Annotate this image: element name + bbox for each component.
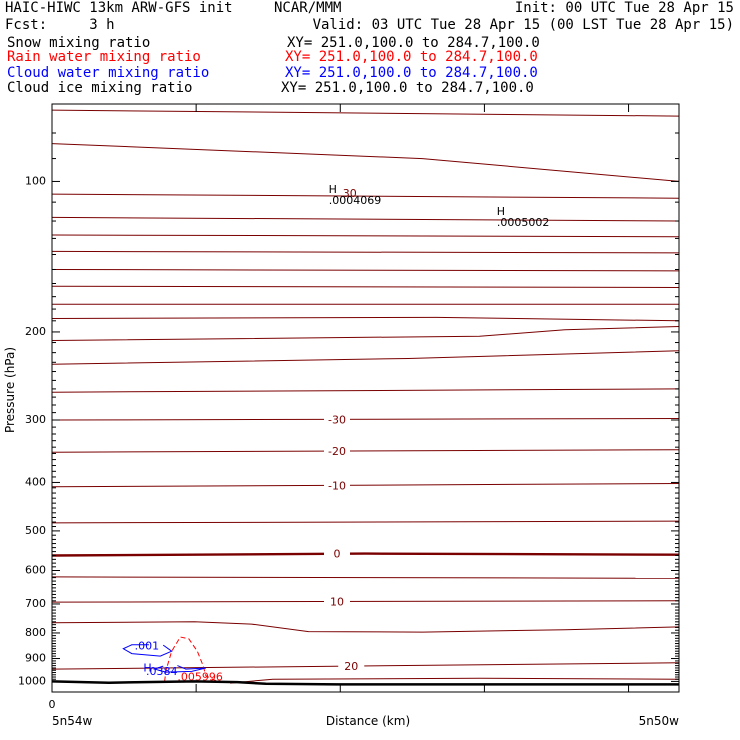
temperature-label-13: -30 — [328, 413, 346, 426]
temperature-contour-0 — [51, 109, 680, 117]
x-endpoint-right: 5n50w — [639, 714, 680, 728]
y-tick-label-800: 800 — [25, 626, 46, 639]
cloud-water-contour-0 — [122, 644, 173, 657]
field-rain-xy: XY= 251.0,100.0 to 284.7,100.0 — [285, 49, 538, 65]
header-right-line2: Valid: 03 UTC Tue 28 Apr 15 (00 LST Tue … — [312, 17, 734, 33]
y-tick-label-600: 600 — [25, 563, 46, 576]
y-tick-label-300: 300 — [25, 413, 46, 426]
high-marker-0: H — [329, 183, 337, 196]
temperature-contour-17 — [51, 552, 680, 557]
temperature-contour-1 — [51, 143, 680, 182]
temperature-label-17: 0 — [334, 548, 341, 561]
field-cloudwater-name: Cloud water mixing ratio — [7, 65, 210, 81]
y-tick-label-500: 500 — [25, 524, 46, 537]
high-value-0: .0004069 — [329, 194, 382, 207]
y-tick-label-700: 700 — [25, 597, 46, 610]
field-snow-xy: XY= 251.0,100.0 to 284.7,100.0 — [287, 35, 540, 51]
temperature-contour-15 — [51, 483, 680, 488]
high-marker-2: H — [143, 661, 151, 674]
cloud-water-contour-1 — [152, 665, 207, 673]
high-extra-0: 30 — [343, 187, 357, 200]
temperature-contour-4 — [51, 234, 680, 238]
temperature-label-bg-14 — [324, 444, 350, 459]
rain-contour — [164, 636, 218, 682]
temperature-contour-2 — [51, 193, 680, 199]
temperature-contour-16 — [51, 520, 680, 524]
high-marker-1: H — [497, 205, 505, 218]
temperature-contour-6 — [51, 269, 680, 272]
x-tick-label-0: 0 — [49, 698, 56, 711]
y-tick-label-900: 900 — [25, 652, 46, 665]
temperature-contour-9 — [51, 316, 680, 322]
y-tick-label-1000: 1000 — [18, 674, 46, 687]
field-cloudwater-xy: XY= 251.0,100.0 to 284.7,100.0 — [285, 65, 538, 81]
field-cloudice-name: Cloud ice mixing ratio — [7, 80, 193, 96]
cloud-water-label-0: .001 — [135, 640, 160, 653]
field-snow-name: Snow mixing ratio — [7, 35, 151, 51]
y-tick-label-200: 200 — [25, 325, 46, 338]
temperature-contour-10 — [51, 326, 680, 341]
temperature-contour-14 — [51, 449, 680, 453]
temperature-contour-19 — [51, 600, 680, 603]
temperature-label-bg-21 — [338, 659, 365, 674]
temperature-label-bg-19 — [324, 594, 350, 609]
temperature-contour-12 — [51, 388, 680, 393]
y-tick-label-100: 100 — [25, 174, 46, 187]
header-left-line2: Fcst: 3 h — [5, 17, 115, 33]
header-center-line1: NCAR/MMM — [274, 0, 342, 16]
field-rain-name: Rain water mixing ratio — [7, 49, 201, 65]
temperature-label-19: 10 — [330, 596, 344, 609]
temperature-contour-7 — [51, 285, 680, 288]
x-axis-label: Distance (km) — [326, 714, 410, 728]
temperature-contour-3 — [51, 216, 680, 222]
field-cloudice-xy: XY= 251.0,100.0 to 284.7,100.0 — [281, 80, 534, 96]
temperature-contour-20 — [51, 621, 680, 633]
y-axis-label: Pressure (hPa) — [3, 347, 17, 433]
x-endpoint-left: 5n54w — [52, 714, 93, 728]
temperature-contour-13 — [51, 418, 680, 421]
temperature-label-14: -20 — [328, 445, 346, 458]
high-value-1: .0005002 — [497, 216, 550, 229]
temperature-label-bg-17 — [324, 546, 350, 561]
cloud-water-label-1: .0384 — [146, 665, 178, 678]
temperature-contour-5 — [51, 250, 680, 254]
header-right-line1: Init: 00 UTC Tue 28 Apr 15 — [514, 0, 734, 16]
temperature-contour-11 — [51, 350, 680, 365]
header-left-line1: HAIC-HIWC 13km ARW-GFS init — [5, 0, 233, 16]
plot-frame — [51, 103, 680, 693]
temperature-label-bg-13 — [324, 412, 350, 427]
temperature-label-15: -10 — [328, 479, 346, 492]
temperature-contour-18 — [51, 576, 680, 579]
temperature-label-bg-15 — [324, 478, 350, 493]
y-tick-label-400: 400 — [25, 475, 46, 488]
terrain-line — [51, 680, 679, 686]
temperature-label-21: 20 — [344, 660, 358, 673]
temperature-contour-22 — [230, 677, 680, 684]
